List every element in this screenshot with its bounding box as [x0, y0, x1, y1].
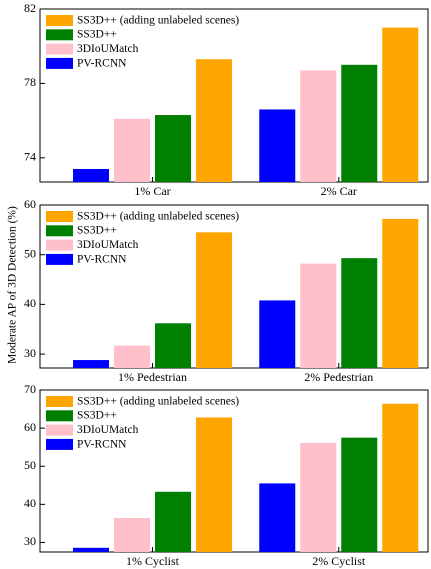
- legend-swatch-ss3d-adding-unlabeled-scenes: [46, 211, 73, 222]
- bar-ss3d-2-cyclist: [341, 437, 378, 552]
- legend-label-3dioumatch: 3DIoUMatch: [77, 424, 139, 436]
- chart-panels: 74 78 82 1% Car 2% Car SS3D++ (adding unlabel…: [24, 1, 429, 568]
- x-tick-label: 2% Car: [321, 184, 357, 198]
- bar-3dioumatch-2-cyclist: [300, 442, 337, 552]
- bar-ss3d-2-pedestrian: [341, 258, 378, 368]
- legend-label-3dioumatch: 3DIoUMatch: [77, 239, 139, 251]
- legend-label-ss3d-adding-unlabeled-scenes: SS3D++ (adding unlabeled scenes): [77, 14, 239, 26]
- y-tick-label: 30: [24, 534, 36, 548]
- bar-ss3d-adding-unlabeled-scenes-1-pedestrian: [196, 232, 233, 368]
- bar-ss3d-adding-unlabeled-scenes-2-pedestrian: [382, 218, 419, 368]
- chart-panel-3: 30 40 50 60 70 1% Cyclist 2% Cyclist SS3D++ (ad…: [24, 382, 429, 568]
- bar-pv-rcnn-1-car: [73, 168, 110, 182]
- y-tick-label: 40: [24, 496, 36, 510]
- y-tick-label: 74: [24, 150, 36, 164]
- plot-frame: [39, 389, 429, 553]
- y-tick-label: 50: [24, 458, 36, 472]
- legend-swatch-ss3d: [46, 225, 73, 237]
- bar-pv-rcnn-2-car: [259, 109, 296, 182]
- legend-swatch-pv-rcnn: [46, 57, 73, 69]
- y-tick-label: 70: [24, 382, 36, 396]
- bar-pv-rcnn-2-pedestrian: [259, 300, 296, 368]
- legend-label-ss3d: SS3D++: [77, 29, 117, 41]
- bar-pv-rcnn-1-pedestrian: [73, 360, 110, 368]
- bar-3dioumatch-1-cyclist: [114, 518, 151, 552]
- chart-panel-1: 74 78 82 1% Car 2% Car SS3D++ (adding unlabel…: [24, 1, 429, 198]
- bar-pv-rcnn-1-cyclist: [73, 547, 110, 552]
- legend-label-ss3d: SS3D++: [77, 410, 117, 422]
- bar-ss3d-adding-unlabeled-scenes-2-cyclist: [382, 403, 419, 552]
- legend-swatch-3dioumatch: [46, 424, 73, 436]
- x-tick-label: 1% Car: [134, 184, 170, 198]
- bar-3dioumatch-2-car: [300, 70, 337, 182]
- y-tick-label: 82: [24, 1, 36, 15]
- x-tick-label: 1% Pedestrian: [118, 370, 187, 384]
- x-tick-label: 2% Pedestrian: [304, 370, 373, 384]
- bar-ss3d-1-car: [155, 115, 192, 182]
- y-tick-label: 60: [24, 420, 36, 434]
- legend-label-ss3d-adding-unlabeled-scenes: SS3D++ (adding unlabeled scenes): [77, 210, 239, 222]
- bar-ss3d-adding-unlabeled-scenes-1-car: [196, 59, 233, 182]
- y-axis-label: Moderate AP of 3D Detection (%): [7, 206, 19, 364]
- legend-label-3dioumatch: 3DIoUMatch: [77, 43, 139, 55]
- bar-ss3d-1-pedestrian: [155, 323, 192, 368]
- bar-ss3d-1-cyclist: [155, 491, 192, 552]
- bar-ss3d-adding-unlabeled-scenes-2-car: [382, 27, 419, 183]
- bar-ss3d-adding-unlabeled-scenes-1-cyclist: [196, 417, 233, 552]
- legend-swatch-3dioumatch: [46, 43, 73, 55]
- legend-swatch-ss3d-adding-unlabeled-scenes: [46, 396, 73, 407]
- y-tick-label: 40: [24, 296, 36, 310]
- plot-frame: [39, 204, 429, 369]
- legend-swatch-ss3d: [46, 29, 73, 41]
- chart-panel-2: 30 40 50 60 1% Pedestrian 2% Pedestrian SS3D++…: [24, 197, 429, 384]
- legend-label-ss3d: SS3D++: [77, 225, 117, 237]
- legend-swatch-ss3d-adding-unlabeled-scenes: [46, 15, 73, 26]
- bar-ss3d-2-car: [341, 64, 378, 182]
- x-tick-label: 2% Cyclist: [312, 554, 366, 568]
- bar-pv-rcnn-2-cyclist: [259, 483, 296, 552]
- legend-swatch-pv-rcnn: [46, 253, 73, 265]
- bar-3dioumatch-1-car: [114, 118, 151, 182]
- bar-3dioumatch-1-pedestrian: [114, 345, 151, 368]
- y-tick-label: 50: [24, 246, 36, 260]
- bar-3dioumatch-2-pedestrian: [300, 263, 337, 368]
- legend-swatch-3dioumatch: [46, 239, 73, 251]
- legend-label-pv-rcnn: PV-RCNN: [77, 438, 127, 450]
- legend-swatch-pv-rcnn: [46, 438, 73, 450]
- legend-swatch-ss3d: [46, 410, 73, 422]
- x-tick-label: 1% Cyclist: [126, 554, 180, 568]
- y-tick-label: 78: [24, 75, 36, 89]
- legend-label-ss3d-adding-unlabeled-scenes: SS3D++ (adding unlabeled scenes): [77, 395, 239, 407]
- legend-label-pv-rcnn: PV-RCNN: [77, 57, 127, 69]
- y-tick-label: 60: [24, 197, 36, 211]
- legend-label-pv-rcnn: PV-RCNN: [77, 253, 127, 265]
- y-tick-label: 30: [24, 346, 36, 360]
- plot-frame: [39, 8, 429, 183]
